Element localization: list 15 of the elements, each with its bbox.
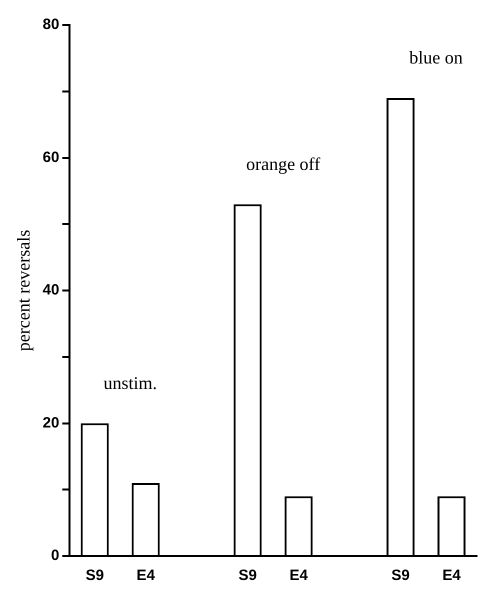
annotation: orange off (246, 154, 320, 174)
y-axis-title: percent reversals (14, 230, 34, 352)
annotation: blue on (409, 48, 463, 68)
x-tick-label: E4 (289, 567, 308, 584)
y-tick-label: 20 (42, 414, 60, 432)
y-tick-label: 60 (42, 148, 60, 166)
x-tick-label: S9 (86, 567, 104, 584)
y-tick-label: 80 (42, 16, 60, 34)
annotation: unstim. (103, 372, 158, 393)
y-tick-label: 0 (50, 547, 60, 564)
x-tick-label: E4 (136, 567, 156, 584)
x-tick-label: E4 (442, 567, 462, 584)
x-tick-label: S9 (391, 567, 410, 584)
x-tick-label: S9 (238, 567, 257, 584)
y-tick-label: 40 (42, 282, 60, 299)
